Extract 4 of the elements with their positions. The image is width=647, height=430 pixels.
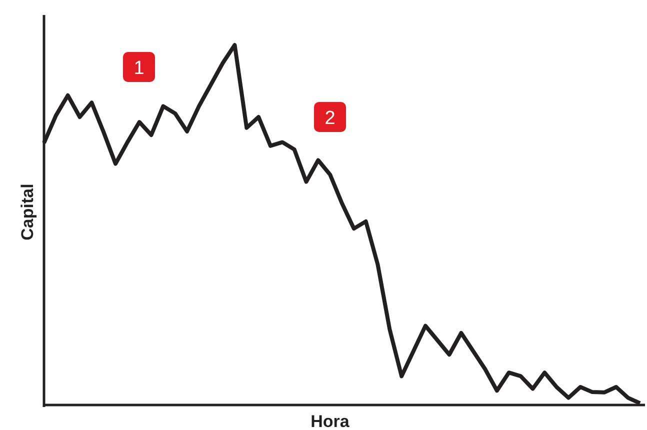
y-axis-title: Capital <box>18 184 37 240</box>
annotation: 1 <box>134 58 144 79</box>
x-axis-title: Hora <box>310 412 350 430</box>
annotation: 2 <box>324 108 336 129</box>
